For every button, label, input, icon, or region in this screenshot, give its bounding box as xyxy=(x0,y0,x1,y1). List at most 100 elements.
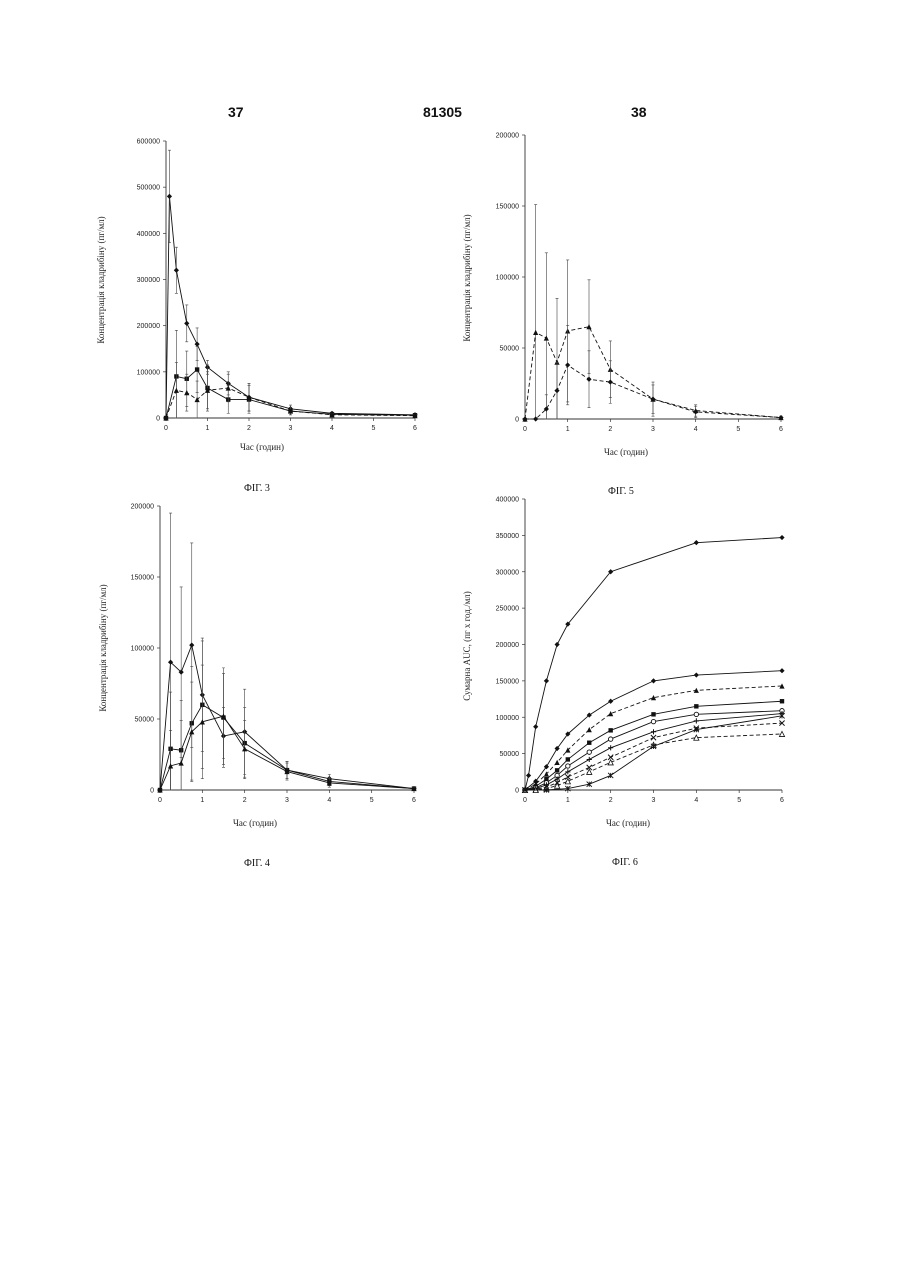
data-point xyxy=(651,729,656,734)
y-tick-label: 200000 xyxy=(137,323,160,330)
figure-caption-fig-6: ФІГ. 6 xyxy=(612,857,638,868)
series-1 xyxy=(163,150,417,420)
x-tick-label: 0 xyxy=(523,426,527,433)
data-point xyxy=(544,678,549,683)
data-point xyxy=(167,194,172,199)
y-tick-label: 300000 xyxy=(137,277,160,284)
data-point xyxy=(651,735,656,740)
data-point xyxy=(566,757,570,761)
data-point xyxy=(693,409,698,414)
data-point xyxy=(780,699,784,703)
x-tick-label: 6 xyxy=(780,797,784,804)
data-point xyxy=(555,642,560,647)
x-tick-label: 5 xyxy=(736,426,740,433)
data-point xyxy=(195,367,199,371)
x-tick-label: 0 xyxy=(523,797,527,804)
x-tick-label: 5 xyxy=(370,797,374,804)
data-point xyxy=(184,321,189,326)
data-point xyxy=(200,719,205,724)
data-point xyxy=(651,712,655,716)
y-tick-label: 150000 xyxy=(131,575,154,582)
x-axis-title: Час (годин) xyxy=(606,818,650,828)
data-point xyxy=(651,719,655,723)
y-tick-label: 250000 xyxy=(496,606,519,613)
y-axis-title: Концентрація кладрибіну (пг/мл) xyxy=(462,214,472,341)
y-tick-label: 0 xyxy=(515,417,519,424)
x-tick-label: 1 xyxy=(566,426,570,433)
data-point xyxy=(189,643,194,648)
plot-area-2: 0500001000001500002000000123456Час (годи… xyxy=(462,133,784,458)
data-point xyxy=(694,712,698,716)
data-point xyxy=(651,678,656,683)
error-bar xyxy=(169,730,172,790)
x-tick-label: 6 xyxy=(413,425,417,432)
x-tick-label: 5 xyxy=(737,797,741,804)
data-point xyxy=(555,760,560,765)
data-point xyxy=(586,377,591,382)
x-tick-label: 3 xyxy=(285,797,289,804)
series-3 xyxy=(157,665,416,793)
x-axis-title: Час (годин) xyxy=(240,442,284,452)
data-point xyxy=(779,731,784,736)
data-point xyxy=(544,335,549,340)
x-tick-label: 2 xyxy=(247,425,251,432)
error-bar xyxy=(180,720,183,790)
y-tick-label: 0 xyxy=(150,788,154,795)
y-tick-label: 200000 xyxy=(496,133,519,140)
data-point xyxy=(533,724,538,729)
x-tick-label: 0 xyxy=(164,425,168,432)
data-point xyxy=(565,362,570,367)
data-point xyxy=(555,783,560,788)
series-5 xyxy=(523,709,784,793)
data-point xyxy=(608,379,613,384)
data-point xyxy=(779,535,784,540)
figure-caption-fig-3: ФІГ. 3 xyxy=(244,483,270,494)
data-point xyxy=(587,769,592,774)
x-tick-label: 1 xyxy=(566,797,570,804)
y-tick-label: 400000 xyxy=(137,231,160,238)
data-point xyxy=(608,728,612,732)
y-tick-label: 100000 xyxy=(496,715,519,722)
x-tick-label: 3 xyxy=(651,426,655,433)
data-point xyxy=(179,760,184,765)
data-point xyxy=(608,745,613,750)
data-point xyxy=(694,540,699,545)
y-axis-title: Сумарна AUC, (пг x год./мл) xyxy=(462,591,472,701)
y-tick-label: 100000 xyxy=(137,369,160,376)
data-point xyxy=(608,737,612,741)
y-axis-title: Концентрація кладрибіну (пг/мл) xyxy=(98,584,108,711)
plot-area-1: 0100000200000300000400000500000600000012… xyxy=(96,139,418,453)
data-point xyxy=(565,779,570,784)
y-tick-label: 150000 xyxy=(496,678,519,685)
y-tick-label: 50000 xyxy=(500,751,520,758)
y-tick-label: 500000 xyxy=(137,185,160,192)
plot-area-3: 0500001000001500002000000123456Час (годи… xyxy=(98,504,417,829)
data-point xyxy=(533,330,538,335)
series-8 xyxy=(522,731,784,792)
x-axis-title: Час (годин) xyxy=(604,447,648,457)
x-tick-label: 4 xyxy=(694,426,698,433)
y-axis-title: Концентрація кладрибіну (пг/мл) xyxy=(96,216,106,343)
data-point xyxy=(587,757,592,762)
data-point xyxy=(608,711,613,716)
x-tick-label: 0 xyxy=(158,797,162,804)
data-point xyxy=(608,699,613,704)
data-point xyxy=(587,741,591,745)
y-tick-label: 600000 xyxy=(137,139,160,146)
data-point xyxy=(168,763,173,768)
data-point xyxy=(555,768,559,772)
series-line xyxy=(525,538,782,790)
data-point xyxy=(566,764,570,768)
y-tick-label: 200000 xyxy=(131,504,154,511)
data-point xyxy=(174,268,179,273)
x-axis-title: Час (годин) xyxy=(233,818,277,828)
series-9 xyxy=(522,713,784,792)
x-tick-label: 4 xyxy=(694,797,698,804)
x-tick-label: 3 xyxy=(652,797,656,804)
y-tick-label: 200000 xyxy=(496,642,519,649)
series-line xyxy=(166,196,415,418)
x-tick-label: 2 xyxy=(608,426,612,433)
y-tick-label: 100000 xyxy=(496,275,519,282)
x-tick-label: 3 xyxy=(289,425,293,432)
series-3 xyxy=(163,363,417,421)
